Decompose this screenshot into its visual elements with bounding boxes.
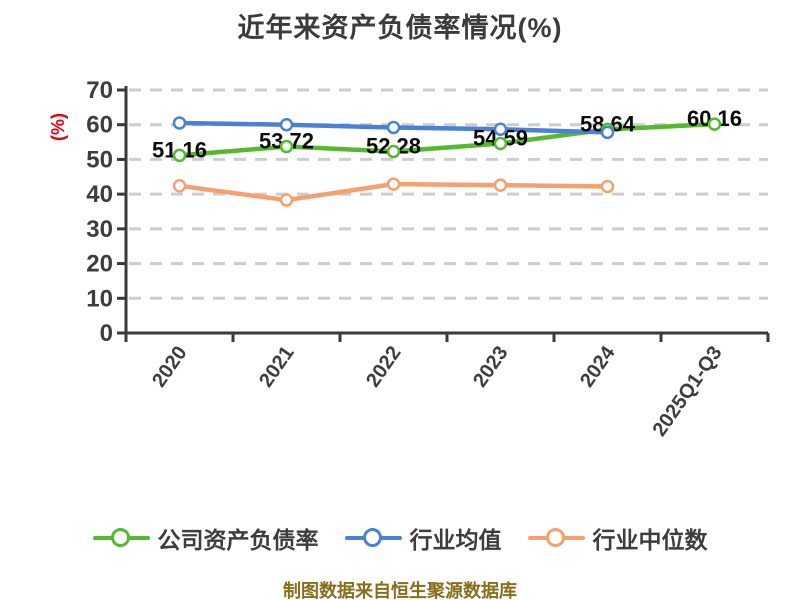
legend-label: 行业中位数 [592, 527, 708, 553]
series-line-0 [177, 121, 717, 158]
data-point-1 [600, 125, 615, 140]
x-tick-label: 2024 [576, 342, 620, 392]
data-point-1 [386, 120, 401, 135]
legend-label: 公司资产负债率 [157, 527, 319, 553]
chart-title: 近年来资产负债率情况(%) [237, 13, 563, 43]
legend-item-industry-median[interactable]: 行业中位数 [527, 521, 708, 555]
legend-marker-green [92, 527, 150, 549]
circle-marker-icon [546, 528, 565, 547]
y-tick-label: 30 [86, 216, 113, 243]
legend-item-industry-mean[interactable]: 行业均值 [344, 521, 502, 555]
y-tick-label: 10 [86, 285, 113, 312]
x-tick-label: 2022 [362, 342, 406, 391]
data-point-1 [493, 122, 508, 136]
y-tick-label: 0 [100, 320, 113, 347]
y-axis-unit-label: (%) [48, 113, 68, 141]
x-tick-label: 2025Q1-Q3 [649, 342, 727, 440]
legend-item-company-ratio[interactable]: 公司资产负债率 [92, 521, 319, 555]
data-point-0 [493, 136, 508, 151]
circle-marker-icon [363, 528, 382, 547]
data-point-0 [172, 148, 187, 163]
data-point-0 [279, 139, 294, 154]
legend-marker-blue [344, 527, 402, 549]
data-point-0 [707, 117, 722, 131]
legend-marker-orange [527, 527, 585, 549]
data-point-2 [172, 179, 187, 193]
x-tick-label: 2021 [255, 342, 299, 391]
legend: 公司资产负债率 行业均值 行业中位数 [0, 521, 800, 555]
footer-note: 制图数据来自恒生聚源数据库 [283, 581, 517, 600]
y-tick-label: 60 [86, 112, 113, 139]
legend-label: 行业均值 [409, 527, 502, 553]
data-point-1 [172, 116, 187, 130]
data-point-2 [600, 179, 615, 194]
x-tick-label: 2020 [148, 342, 192, 391]
y-tick-label: 20 [86, 251, 113, 278]
data-point-2 [386, 177, 401, 191]
circle-marker-icon [111, 528, 130, 547]
y-tick-label: 50 [86, 146, 113, 173]
data-point-1 [279, 117, 294, 132]
line-chart: 0 10 20 30 40 50 60 70 2020 2021 2022 2023 2024 2025Q… [48, 77, 770, 440]
y-tick-label: 70 [86, 77, 113, 104]
data-point-0 [386, 144, 401, 159]
data-point-2 [493, 178, 508, 192]
data-point-2 [279, 193, 294, 207]
x-tick-label: 2023 [469, 342, 513, 391]
y-tick-label: 40 [86, 181, 113, 208]
